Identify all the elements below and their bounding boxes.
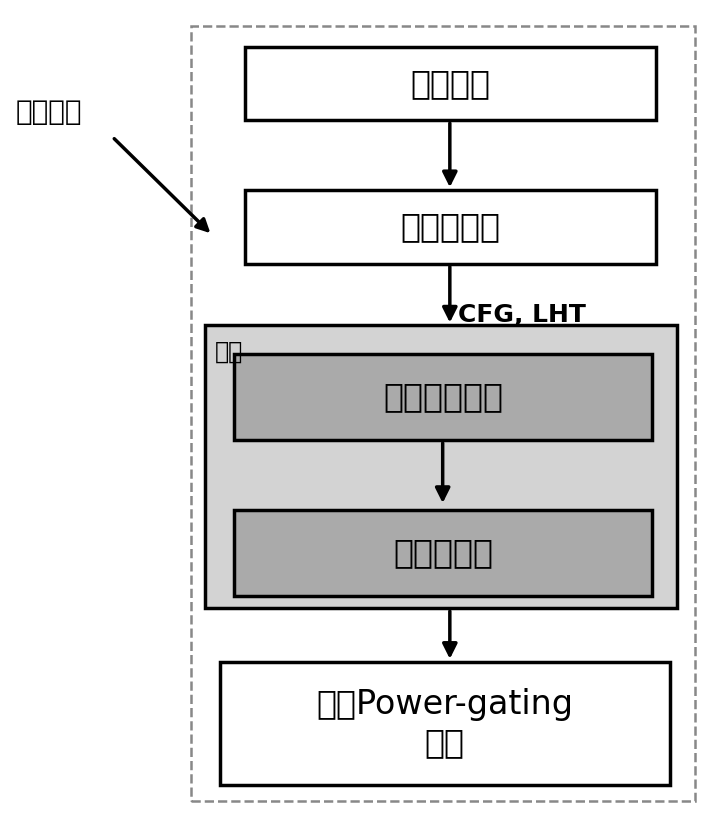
Bar	[220, 662, 670, 784]
Bar	[205, 325, 677, 608]
Bar	[234, 510, 652, 596]
Text: CFG, LHT: CFG, LHT	[457, 303, 586, 327]
Text: 执行时间: 执行时间	[16, 98, 82, 126]
Bar	[191, 26, 695, 801]
Bar	[245, 190, 656, 264]
Text: 插入Power-gating
指令: 插入Power-gating 指令	[317, 687, 574, 759]
Text: 设置并行度: 设置并行度	[393, 537, 493, 570]
Text: 编译器优化: 编译器优化	[400, 211, 500, 244]
Text: 划分应用程式: 划分应用程式	[383, 381, 503, 414]
Text: 算法: 算法	[215, 340, 243, 364]
Bar	[245, 47, 656, 120]
Bar	[234, 354, 652, 440]
Text: 应用程式: 应用程式	[410, 67, 490, 100]
